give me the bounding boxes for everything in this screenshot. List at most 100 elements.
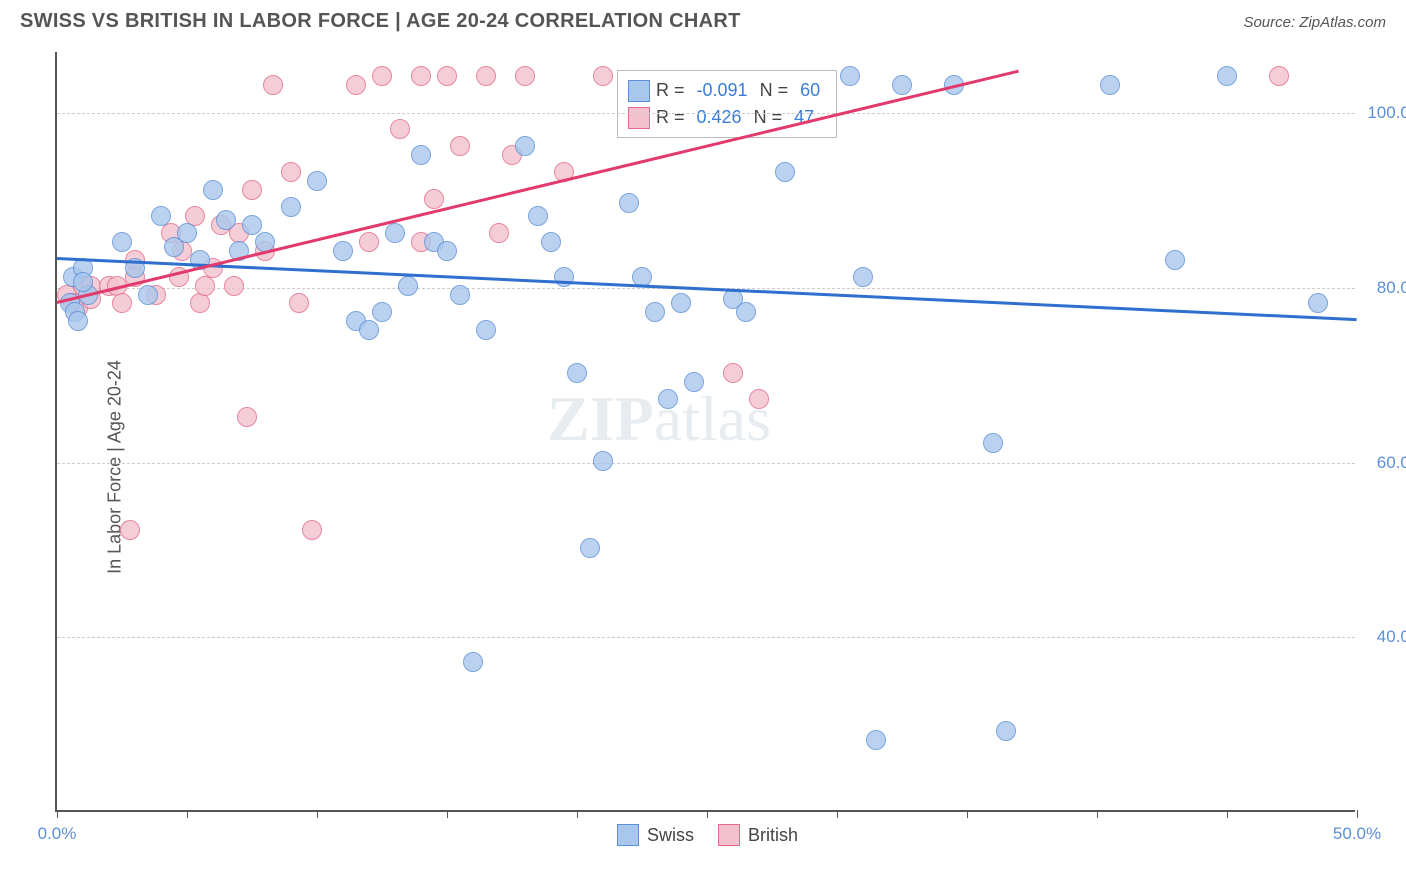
data-point-british bbox=[424, 189, 444, 209]
legend: Swiss British bbox=[617, 824, 798, 846]
data-point-british bbox=[224, 276, 244, 296]
gridline-h bbox=[57, 637, 1355, 638]
data-point-swiss bbox=[866, 730, 886, 750]
y-tick-label: 40.0% bbox=[1365, 627, 1406, 647]
stat-label-r: R = bbox=[656, 77, 685, 104]
british-r-value: 0.426 bbox=[691, 104, 748, 131]
data-point-british bbox=[476, 66, 496, 86]
x-tick-label: 0.0% bbox=[38, 824, 77, 844]
data-point-swiss bbox=[775, 162, 795, 182]
y-tick-label: 80.0% bbox=[1365, 278, 1406, 298]
data-point-british bbox=[120, 520, 140, 540]
data-point-swiss bbox=[580, 538, 600, 558]
british-swatch-icon bbox=[628, 107, 650, 129]
swiss-r-value: -0.091 bbox=[691, 77, 754, 104]
data-point-swiss bbox=[281, 197, 301, 217]
british-swatch-icon bbox=[718, 824, 740, 846]
data-point-british bbox=[302, 520, 322, 540]
data-point-british bbox=[723, 363, 743, 383]
data-point-swiss bbox=[398, 276, 418, 296]
data-point-swiss bbox=[1165, 250, 1185, 270]
data-point-british bbox=[489, 223, 509, 243]
data-point-swiss bbox=[138, 285, 158, 305]
data-point-swiss bbox=[593, 451, 613, 471]
data-point-british bbox=[289, 293, 309, 313]
data-point-british bbox=[281, 162, 301, 182]
x-tick bbox=[1097, 810, 1098, 818]
data-point-british bbox=[112, 293, 132, 313]
data-point-swiss bbox=[242, 215, 262, 235]
chart-container: In Labor Force | Age 20-24 ZIPatlas R = … bbox=[0, 42, 1406, 892]
data-point-swiss bbox=[983, 433, 1003, 453]
data-point-swiss bbox=[853, 267, 873, 287]
data-point-swiss bbox=[385, 223, 405, 243]
data-point-british bbox=[346, 75, 366, 95]
data-point-swiss bbox=[645, 302, 665, 322]
source-attribution: Source: ZipAtlas.com bbox=[1243, 14, 1386, 31]
legend-item-british: British bbox=[718, 824, 798, 846]
data-point-swiss bbox=[684, 372, 704, 392]
data-point-swiss bbox=[411, 145, 431, 165]
data-point-swiss bbox=[333, 241, 353, 261]
data-point-swiss bbox=[463, 652, 483, 672]
stats-row-swiss: R = -0.091 N = 60 bbox=[628, 77, 826, 104]
data-point-british bbox=[593, 66, 613, 86]
data-point-swiss bbox=[736, 302, 756, 322]
data-point-swiss bbox=[112, 232, 132, 252]
data-point-swiss bbox=[372, 302, 392, 322]
chart-title: SWISS VS BRITISH IN LABOR FORCE | AGE 20… bbox=[20, 10, 741, 33]
swiss-swatch-icon bbox=[628, 80, 650, 102]
data-point-swiss bbox=[359, 320, 379, 340]
swiss-swatch-icon bbox=[617, 824, 639, 846]
data-point-swiss bbox=[450, 285, 470, 305]
x-tick bbox=[707, 810, 708, 818]
data-point-swiss bbox=[1217, 66, 1237, 86]
data-point-british bbox=[372, 66, 392, 86]
data-point-swiss bbox=[1100, 75, 1120, 95]
data-point-british bbox=[190, 293, 210, 313]
y-tick-label: 60.0% bbox=[1365, 453, 1406, 473]
data-point-swiss bbox=[177, 223, 197, 243]
data-point-british bbox=[450, 136, 470, 156]
x-tick bbox=[967, 810, 968, 818]
x-tick bbox=[837, 810, 838, 818]
data-point-swiss bbox=[437, 241, 457, 261]
legend-label-swiss: Swiss bbox=[647, 825, 694, 846]
data-point-swiss bbox=[216, 210, 236, 230]
swiss-n-value: 60 bbox=[794, 77, 826, 104]
x-tick bbox=[317, 810, 318, 818]
data-point-british bbox=[749, 389, 769, 409]
watermark-bold: ZIP bbox=[547, 383, 654, 454]
data-point-swiss bbox=[567, 363, 587, 383]
x-tick bbox=[1227, 810, 1228, 818]
data-point-british bbox=[359, 232, 379, 252]
data-point-british bbox=[411, 66, 431, 86]
data-point-british bbox=[195, 276, 215, 296]
gridline-h bbox=[57, 113, 1355, 114]
legend-item-swiss: Swiss bbox=[617, 824, 694, 846]
trendline bbox=[57, 257, 1357, 321]
data-point-swiss bbox=[73, 272, 93, 292]
data-point-swiss bbox=[307, 171, 327, 191]
data-point-british bbox=[237, 407, 257, 427]
data-point-swiss bbox=[68, 311, 88, 331]
data-point-british bbox=[437, 66, 457, 86]
data-point-swiss bbox=[1308, 293, 1328, 313]
stat-label-r: R = bbox=[656, 104, 685, 131]
trendline bbox=[57, 70, 1020, 304]
data-point-swiss bbox=[515, 136, 535, 156]
data-point-swiss bbox=[203, 180, 223, 200]
plot-area: ZIPatlas R = -0.091 N = 60 R = 0.426 N =… bbox=[55, 52, 1355, 812]
data-point-swiss bbox=[996, 721, 1016, 741]
data-point-british bbox=[1269, 66, 1289, 86]
data-point-swiss bbox=[476, 320, 496, 340]
x-tick bbox=[1357, 810, 1358, 818]
gridline-h bbox=[57, 463, 1355, 464]
data-point-swiss bbox=[658, 389, 678, 409]
data-point-british bbox=[242, 180, 262, 200]
data-point-swiss bbox=[541, 232, 561, 252]
x-tick bbox=[577, 810, 578, 818]
legend-label-british: British bbox=[748, 825, 798, 846]
y-tick-label: 100.0% bbox=[1365, 103, 1406, 123]
x-tick bbox=[57, 810, 58, 818]
